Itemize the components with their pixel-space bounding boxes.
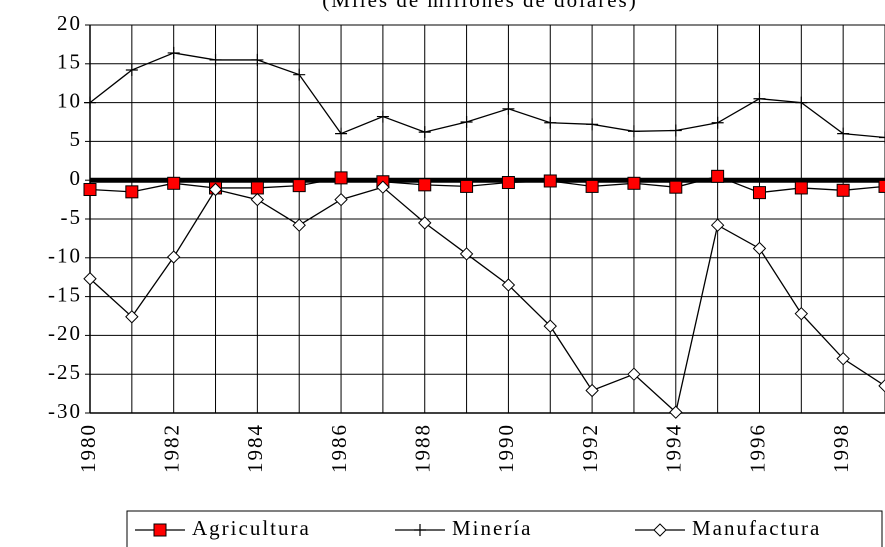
data-point [752, 186, 766, 200]
data-point [836, 183, 850, 197]
data-point [334, 192, 348, 207]
data-point [710, 218, 725, 232]
y-tick-label: -5 [61, 205, 83, 229]
data-point [83, 272, 97, 286]
data-point [711, 116, 724, 129]
x-tick-label: 1984 [243, 423, 267, 473]
x-tick-label: 1996 [745, 423, 769, 473]
y-tick-label: 20 [57, 11, 82, 35]
data-point [586, 118, 599, 131]
legend-label: Manufactura [692, 516, 821, 540]
legend-marker [414, 524, 426, 536]
x-tick-label: 1980 [76, 423, 100, 473]
chart-title: (Miles de millones de dólares) [322, 0, 637, 12]
data-point [84, 96, 96, 109]
data-point [335, 127, 348, 140]
data-point [543, 174, 557, 188]
data-point [501, 176, 515, 190]
series-line [89, 186, 885, 414]
data-point [836, 351, 850, 366]
y-tick-label: 5 [70, 127, 83, 151]
data-point [627, 176, 641, 190]
x-tick-label: 1982 [159, 423, 183, 473]
x-tick-label: 1986 [327, 423, 351, 473]
x-tick-label: 1990 [494, 423, 518, 473]
data-point [543, 319, 557, 333]
data-point [501, 278, 516, 292]
data-point [585, 383, 599, 398]
data-point [795, 96, 808, 109]
x-tick-label: 1998 [829, 423, 853, 473]
data-point [627, 125, 640, 138]
data-point [669, 180, 683, 194]
data-point [794, 306, 809, 321]
data-point [334, 171, 348, 185]
legend-label: Minería [452, 516, 532, 540]
data-point [794, 181, 808, 195]
data-point [376, 110, 389, 123]
data-point [418, 216, 432, 230]
data-point [669, 405, 683, 419]
data-point [251, 53, 264, 66]
legend-marker [653, 523, 667, 537]
data-point [125, 310, 139, 324]
data-point [627, 367, 641, 381]
data-point [292, 218, 306, 232]
data-point [753, 92, 766, 105]
data-point [250, 181, 264, 195]
y-tick-label: 15 [57, 50, 82, 74]
data-point [166, 250, 181, 264]
data-point [585, 179, 599, 193]
data-point [125, 64, 138, 77]
data-point [209, 53, 222, 66]
data-point [167, 176, 181, 190]
data-point [752, 241, 767, 256]
legend-marker [153, 523, 167, 537]
data-point [837, 127, 850, 140]
data-point [878, 379, 885, 393]
data-point [293, 68, 306, 81]
data-point [376, 180, 390, 194]
data-point [878, 179, 885, 193]
x-tick-label: 1992 [578, 423, 602, 473]
data-point [711, 169, 725, 183]
y-tick-label: 10 [57, 88, 82, 112]
data-point [460, 116, 473, 128]
data-point [208, 182, 223, 197]
data-point [125, 185, 139, 199]
data-point [250, 192, 265, 207]
y-tick-label: -30 [48, 399, 82, 423]
data-point [460, 179, 474, 193]
data-point [459, 247, 474, 261]
legend-label: Agricultura [192, 516, 311, 540]
y-tick-label: -15 [48, 282, 82, 306]
data-point [669, 124, 682, 137]
y-tick-label: 0 [70, 166, 83, 190]
x-tick-label: 1988 [411, 423, 435, 473]
series-line [89, 175, 885, 194]
data-point [502, 102, 515, 115]
data-point [292, 179, 306, 193]
data-point [83, 183, 97, 197]
data-point [418, 126, 431, 139]
data-point [167, 46, 180, 59]
y-tick-label: -10 [48, 244, 82, 268]
y-tick-label: -25 [48, 360, 82, 384]
series-line [89, 52, 885, 139]
y-tick-label: -20 [48, 321, 82, 345]
legend-box [126, 510, 883, 547]
data-point [418, 178, 432, 192]
data-point [544, 116, 557, 129]
x-tick-label: 1994 [662, 423, 686, 473]
data-point [879, 131, 885, 144]
